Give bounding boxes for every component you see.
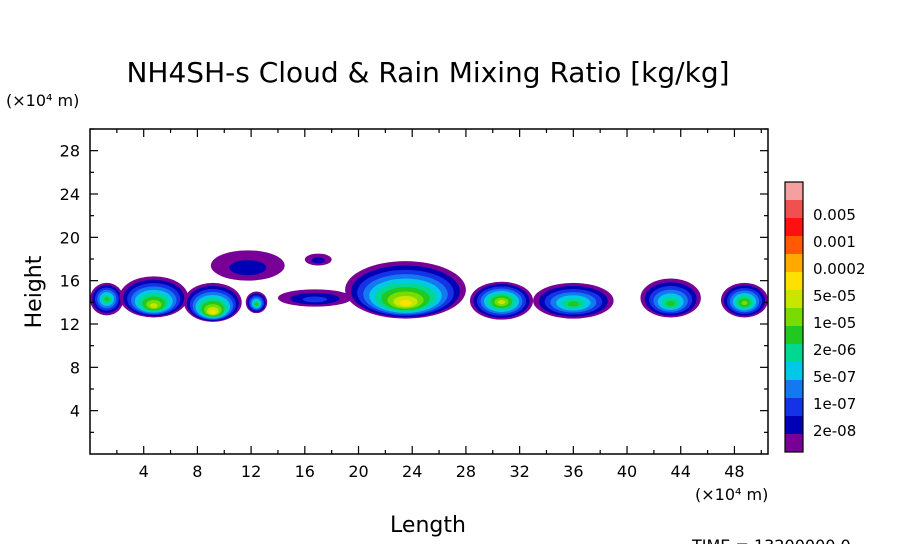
contour-level bbox=[149, 303, 158, 308]
colorbar-label: 0.0002 bbox=[813, 260, 866, 278]
colorbar-swatch bbox=[785, 254, 803, 272]
colorbar-label: 1e-05 bbox=[813, 314, 856, 332]
cloud-region bbox=[640, 278, 701, 318]
x-tick-label: 8 bbox=[192, 462, 202, 481]
cloud-region bbox=[90, 282, 124, 316]
y-axis-unit: (×10⁴ m) bbox=[6, 91, 79, 110]
cloud-region bbox=[721, 282, 768, 318]
colorbar-label: 5e-05 bbox=[813, 287, 856, 305]
contour-level bbox=[229, 260, 267, 276]
x-axis-ticks: 4 8 12 16 20 24 28 32 36 40 44 48 bbox=[116, 129, 762, 481]
colorbar-swatch bbox=[785, 218, 803, 236]
contour-level bbox=[567, 301, 580, 307]
y-tick-label: 20 bbox=[60, 228, 80, 247]
cloud-region bbox=[277, 289, 352, 307]
y-axis-ticks: 4 8 12 16 20 24 28 bbox=[60, 128, 768, 433]
x-tick-label: 12 bbox=[241, 462, 261, 481]
contour-level bbox=[254, 302, 259, 306]
colorbar-swatch bbox=[785, 434, 803, 452]
x-tick-label: 20 bbox=[348, 462, 368, 481]
colorbar-swatch bbox=[785, 200, 803, 218]
x-axis-unit: (×10⁴ m) bbox=[695, 485, 768, 504]
x-tick-label: 48 bbox=[724, 462, 744, 481]
contour-level bbox=[399, 300, 412, 306]
y-tick-label: 16 bbox=[60, 272, 80, 291]
x-tick-label: 16 bbox=[295, 462, 315, 481]
x-tick-label: 28 bbox=[456, 462, 476, 481]
y-axis-label: Height bbox=[22, 255, 47, 328]
colorbar-swatch bbox=[785, 380, 803, 398]
chart-title: NH4SH-s Cloud & Rain Mixing Ratio [kg/kg… bbox=[126, 56, 729, 89]
contour-level bbox=[209, 310, 216, 315]
contour-level bbox=[497, 300, 506, 305]
cloud-region bbox=[245, 291, 268, 314]
contour-level bbox=[104, 296, 110, 302]
colorbar-label: 0.005 bbox=[813, 206, 856, 224]
colorbar-frame bbox=[784, 181, 804, 453]
colorbar-swatch bbox=[785, 344, 803, 362]
colorbar-swatch bbox=[785, 398, 803, 416]
colorbar-label: 1e-07 bbox=[813, 395, 856, 413]
colorbar-swatch bbox=[785, 362, 803, 380]
colorbar-swatch bbox=[785, 182, 803, 200]
colorbar-label: 2e-06 bbox=[813, 341, 856, 359]
x-tick-label: 32 bbox=[509, 462, 529, 481]
colorbar: 0.005 0.001 0.0002 5e-05 1e-05 2e-06 5e-07 1e-0… bbox=[784, 181, 866, 453]
colorbar-swatch bbox=[785, 308, 803, 326]
contour-level bbox=[311, 257, 325, 264]
y-tick-label: 24 bbox=[60, 185, 80, 204]
x-tick-label: 4 bbox=[139, 462, 149, 481]
colorbar-swatch bbox=[785, 416, 803, 434]
y-tick-label: 4 bbox=[70, 402, 80, 421]
cloud-region bbox=[345, 261, 466, 319]
cloud-region bbox=[304, 253, 332, 266]
cloud-region bbox=[183, 282, 242, 322]
x-tick-label: 40 bbox=[617, 462, 637, 481]
cloud-region bbox=[533, 282, 614, 319]
x-tick-label: 36 bbox=[563, 462, 583, 481]
colorbar-swatch bbox=[785, 326, 803, 344]
cloud-region bbox=[210, 250, 285, 281]
colorbar-swatch bbox=[785, 272, 803, 290]
heatmap-field bbox=[90, 250, 768, 322]
x-tick-label: 24 bbox=[402, 462, 422, 481]
colorbar-label: 0.001 bbox=[813, 233, 856, 251]
contour-level bbox=[741, 300, 748, 306]
cloud-region bbox=[119, 276, 189, 318]
colorbar-swatch bbox=[785, 290, 803, 308]
cloud-region bbox=[469, 281, 534, 320]
y-tick-label: 12 bbox=[60, 315, 80, 334]
y-tick-label: 28 bbox=[60, 142, 80, 161]
y-tick-label: 8 bbox=[70, 358, 80, 377]
x-axis-label: Length bbox=[390, 513, 466, 538]
colorbar-label: 2e-08 bbox=[813, 422, 856, 440]
contour-level bbox=[666, 300, 675, 307]
time-label: TIME = 13200000.0 bbox=[691, 536, 851, 544]
plot-frame bbox=[89, 128, 769, 455]
x-tick-label: 44 bbox=[671, 462, 691, 481]
contour-level bbox=[302, 296, 328, 303]
colorbar-swatch bbox=[785, 236, 803, 254]
colorbar-label: 5e-07 bbox=[813, 368, 856, 386]
